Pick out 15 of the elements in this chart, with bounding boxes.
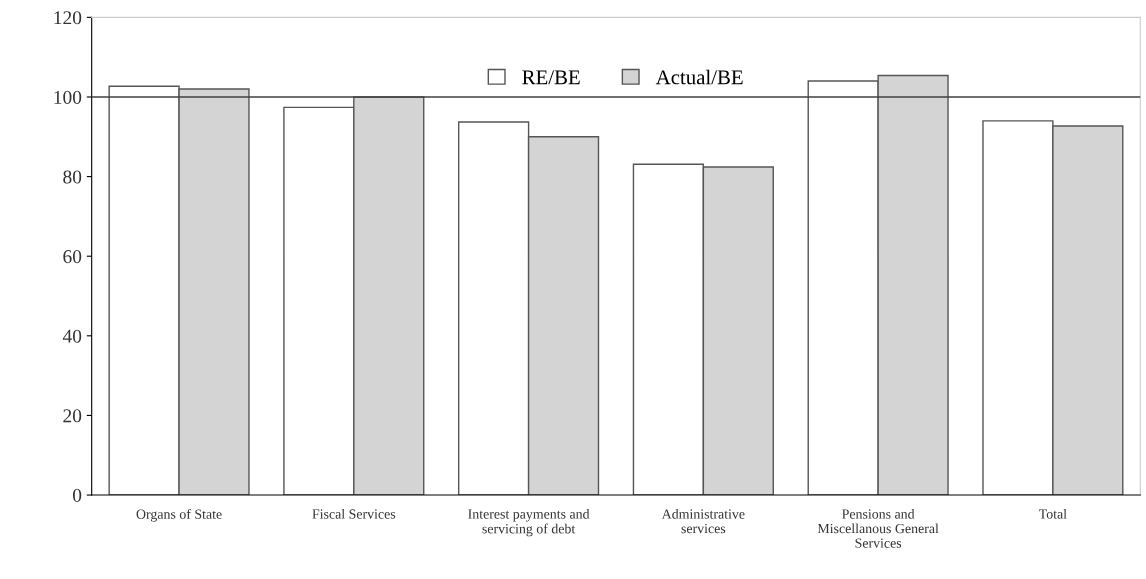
x-tick-label: Fiscal Services bbox=[312, 508, 396, 519]
x-tick-label: Interest payments and servicing of debt bbox=[468, 508, 590, 537]
y-tick-label: 20 bbox=[63, 409, 82, 423]
legend-label: RE/BE bbox=[522, 70, 580, 85]
y-tick-label: 0 bbox=[72, 488, 82, 502]
y-tick-label: 80 bbox=[63, 170, 82, 184]
legend-label: Actual/BE bbox=[655, 69, 743, 85]
y-tick-label: 120 bbox=[54, 11, 82, 25]
y-tick-label: 40 bbox=[62, 329, 82, 343]
y-tick-label: 60 bbox=[63, 250, 82, 264]
x-tick-label: Total bbox=[1038, 508, 1067, 519]
x-tick-label: Pensions and Miscellanous General Services bbox=[817, 508, 939, 548]
y-tick-label: 100 bbox=[54, 90, 82, 104]
x-tick-label: Organs of State bbox=[136, 508, 222, 522]
x-tick-label: Administrative services bbox=[661, 508, 745, 534]
